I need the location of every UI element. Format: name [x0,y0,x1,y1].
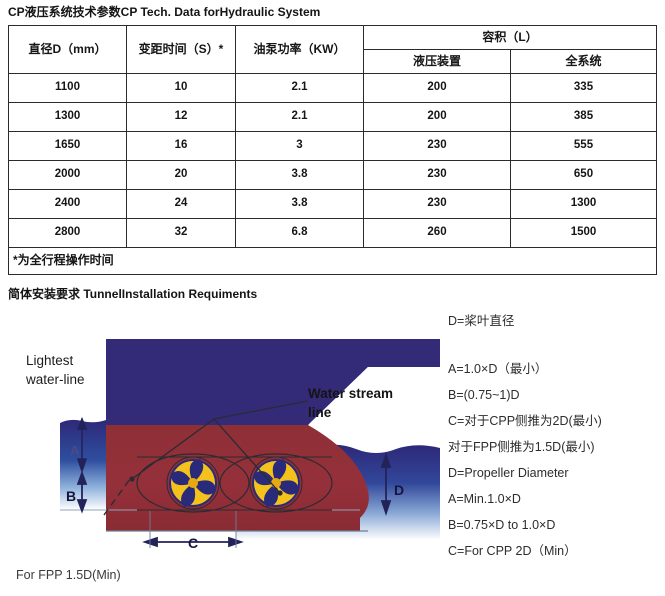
installation-notes-list: D=桨叶直径 A=1.0×D（最小） B=(0.75~1)D C=对于CPP侧推… [448,308,663,564]
table-row: 1100 10 2.1 200 335 [8,73,657,103]
cell-pump-power: 3.8 [235,160,364,190]
cell-pitch-time: 24 [126,189,236,219]
label-water-stream-line2: line [308,405,332,420]
table-row: 1300 12 2.1 200 385 [8,102,657,132]
table-header-row-1: 直径D（mm） 变距时间（S）* 油泵功率（KW） 容积（L） [8,25,657,74]
table-header-row-2: 液压装置 全系统 [9,49,657,74]
table-row: 1650 16 3 230 555 [8,131,657,161]
dimension-a [76,416,88,474]
cell-pump-power: 6.8 [235,218,364,248]
cell-diameter: 2800 [8,218,127,248]
hull-bow [308,425,369,531]
note-line-b-cn: B=(0.75~1)D [448,387,520,402]
label-dim-b: B [66,488,76,504]
cell-whole-system: 1500 [510,218,657,248]
table-row: 2400 24 3.8 230 1300 [8,189,657,219]
header-pitch-time: 变距时间（S）* [126,25,236,74]
cell-diameter: 1650 [8,131,127,161]
header-volume-hydraulic-unit: 液压装置 [363,49,511,74]
section-heading-tunnel-installation: 简体安装要求 TunnelInstallation Requiments [8,287,258,301]
stream-dot-right [277,490,283,496]
cell-whole-system: 385 [510,102,657,132]
propeller-right-icon [252,459,300,507]
note-line-a-cn: A=1.0×D（最小） [448,361,548,376]
tunnel-outline-left [136,453,250,513]
table-row: 2000 20 3.8 230 650 [8,160,657,190]
tunnel-outline-right [219,453,333,513]
hydraulic-spec-table: 直径D（mm） 变距时间（S）* 油泵功率（KW） 容积（L） 液压装置 全系统… [8,25,657,275]
cell-pump-power: 3.8 [235,189,364,219]
dimension-d [380,452,392,516]
dimension-c [142,536,244,548]
label-lightest-waterline-line2: water-line [25,372,85,387]
cell-pitch-time: 20 [126,160,236,190]
table-row: 2800 32 6.8 260 1500 [8,218,657,248]
cell-pump-power: 3 [235,131,364,161]
cell-diameter: 2400 [8,189,127,219]
cell-whole-system: 1300 [510,189,657,219]
cell-hydraulic-unit: 230 [363,160,511,190]
tunnel-installation-diagram: Lightest water-line Water stream line A … [8,305,440,568]
cell-hydraulic-unit: 230 [363,131,511,161]
header-pump-power: 油泵功率（KW） [235,25,364,74]
label-lightest-waterline-line1: Lightest [26,353,74,368]
note-line-spacer [448,334,663,356]
cell-pitch-time: 16 [126,131,236,161]
tunnel-pointer-dashed [103,478,131,516]
cell-diameter: 1300 [8,102,127,132]
note-line-c-fpp-cn: 对于FPP侧推为1.5D(最小) [448,439,595,454]
cell-hydraulic-unit: 230 [363,189,511,219]
cell-pump-power: 2.1 [235,102,364,132]
page-title: CP液压系统技术参数CP Tech. Data forHydraulic Sys… [8,5,321,19]
dimension-b [76,470,88,514]
note-line-d-en: D=Propeller Diameter [448,465,569,480]
label-dim-a: A [70,443,80,458]
cell-pitch-time: 10 [126,73,236,103]
cell-whole-system: 555 [510,131,657,161]
cell-pitch-time: 12 [126,102,236,132]
cell-hydraulic-unit: 200 [363,102,511,132]
cell-hydraulic-unit: 200 [363,73,511,103]
note-line-c-cpp-cn: C=对于CPP侧推为2D(最小) [448,413,602,428]
cell-whole-system: 335 [510,73,657,103]
label-water-stream-line1: Water stream [308,386,393,401]
note-line-a-en: A=Min.1.0×D [448,491,521,506]
bow-cutout-upper [308,367,440,425]
propeller-left-icon [169,459,217,507]
header-diameter: 直径D（mm） [8,25,127,74]
figure-caption: For FPP 1.5D(Min) [16,568,121,582]
cell-pump-power: 2.1 [235,73,364,103]
cell-hydraulic-unit: 260 [363,218,511,248]
label-dim-d: D [394,482,404,498]
cell-pitch-time: 32 [126,218,236,248]
cell-diameter: 2000 [8,160,127,190]
note-line-c-en: C=For CPP 2D（Min） [448,543,577,558]
cell-diameter: 1100 [8,73,127,103]
table-footnote-row: *为全行程操作时间 [8,247,657,275]
note-line-d-cn: D=桨叶直径 [448,313,515,328]
label-dim-c: C [188,535,198,551]
header-volume-group: 容积（L） [363,25,657,50]
cell-whole-system: 650 [510,160,657,190]
water-stream-leader-lines [131,400,309,494]
note-line-b-en: B=0.75×D to 1.0×D [448,517,556,532]
header-volume-whole-system: 全系统 [510,49,657,74]
stream-dot-left [129,476,135,482]
table-footnote: *为全行程操作时间 [8,247,657,275]
